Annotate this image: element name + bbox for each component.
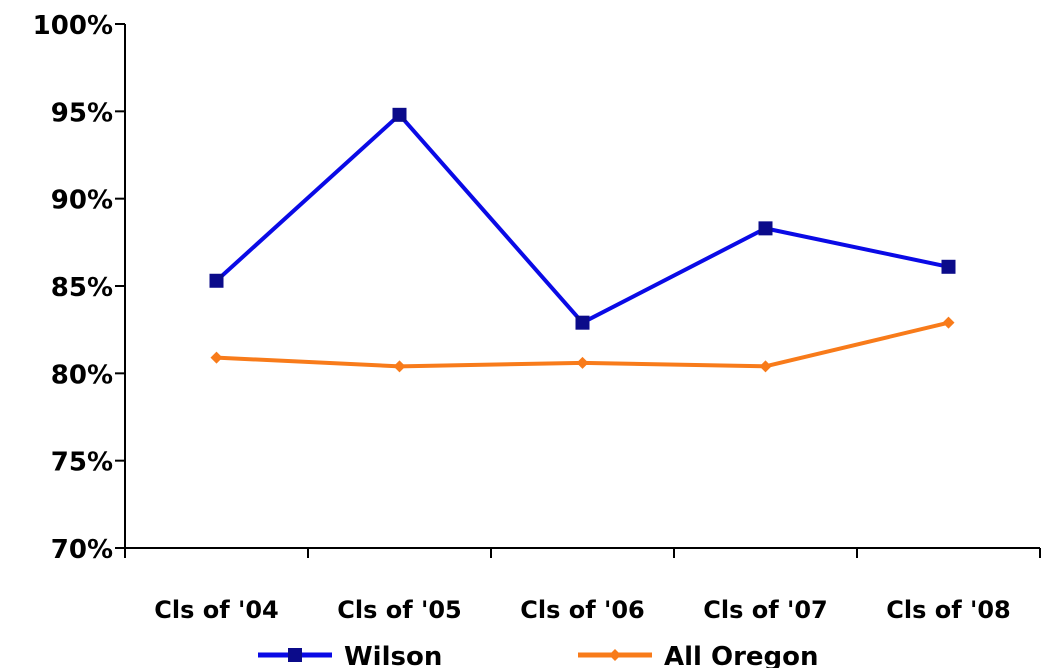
data-point — [393, 360, 406, 373]
data-point — [575, 315, 590, 330]
x-tick-label: Cls of '05 — [337, 596, 462, 624]
data-point — [576, 356, 589, 369]
series-all-oregon — [210, 316, 955, 373]
legend-item-wilson: Wilson — [258, 642, 442, 672]
y-tick-label: 85% — [51, 273, 113, 303]
legend-swatch-marker — [609, 649, 621, 661]
y-tick-label: 70% — [51, 535, 113, 565]
legend-label: Wilson — [344, 642, 442, 668]
y-tick-label: 100% — [33, 11, 113, 41]
data-point — [758, 221, 773, 236]
x-tick-label: Cls of '08 — [886, 596, 1011, 624]
legend: Wilson All Oregon — [258, 642, 819, 672]
x-tick-label: Cls of '04 — [154, 596, 279, 624]
x-tick-label: Cls of '06 — [520, 596, 645, 624]
x-axis-ticks: Cls of '04 Cls of '05 Cls of '06 Cls of '07… — [124, 548, 1041, 624]
y-axis-ticks: 70% 75% 80% 85% 90% 95% 100% — [33, 11, 125, 565]
legend-item-all-oregon: All Oregon — [578, 642, 819, 672]
data-point — [941, 259, 956, 274]
data-point — [392, 107, 407, 122]
y-tick-label: 90% — [51, 186, 113, 216]
y-tick-label: 75% — [51, 448, 113, 478]
legend-swatch-marker — [288, 648, 302, 662]
data-point — [759, 360, 772, 373]
y-tick-label: 95% — [51, 98, 113, 128]
series-lines — [209, 107, 956, 373]
data-point — [209, 273, 224, 288]
axes — [124, 24, 1040, 549]
series-wilson — [209, 107, 956, 330]
data-point — [210, 351, 223, 364]
data-point — [942, 316, 955, 329]
legend-label: All Oregon — [664, 642, 819, 668]
x-tick-label: Cls of '07 — [703, 596, 828, 624]
y-tick-label: 80% — [51, 360, 113, 390]
series-line — [215, 112, 949, 325]
